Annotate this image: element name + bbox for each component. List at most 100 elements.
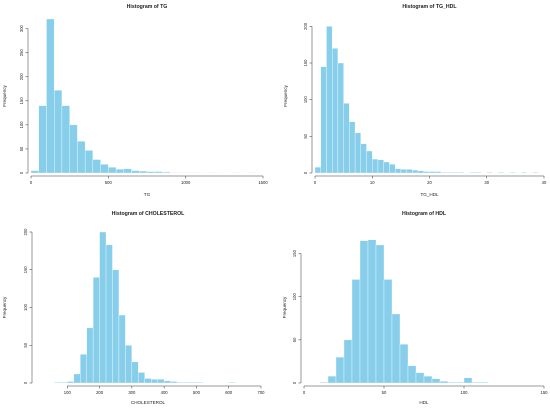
histogram-bar xyxy=(367,151,373,173)
histogram-bar xyxy=(124,169,132,173)
histogram-bar xyxy=(39,106,47,173)
y-tick-label: 150 xyxy=(303,59,308,67)
y-tick-label: 100 xyxy=(23,303,28,311)
histogram-bar xyxy=(151,379,157,383)
y-axis-label: Frequency xyxy=(2,84,7,106)
x-tick-label: 40 xyxy=(542,180,547,185)
y-tick-label: 150 xyxy=(23,266,28,274)
histogram-bar xyxy=(440,381,448,383)
histogram-bar xyxy=(147,172,155,173)
histogram-bar xyxy=(400,344,408,383)
histogram-bar xyxy=(392,314,400,383)
histogram-bar xyxy=(521,172,527,173)
histogram-bar xyxy=(106,245,112,383)
histogram-bar xyxy=(408,366,416,383)
x-tick-label: 600 xyxy=(225,390,233,395)
histogram-bar xyxy=(349,122,355,173)
histogram-bar xyxy=(321,67,327,173)
y-tick-label: 100 xyxy=(292,293,297,301)
y-tick-label: 0 xyxy=(23,381,28,384)
chart-title: Histogram of CHOLESTEROL xyxy=(112,211,185,217)
x-tick-label: 150 xyxy=(541,390,549,395)
histogram-bar xyxy=(475,172,481,173)
y-tick-label: 0 xyxy=(303,171,308,174)
histogram-bar xyxy=(464,378,472,383)
histogram-bar xyxy=(315,167,321,173)
histogram-bar xyxy=(447,172,453,173)
y-tick-label: 300 xyxy=(19,24,24,32)
histogram-bar xyxy=(487,172,493,173)
x-tick-label: 100 xyxy=(461,390,469,395)
histogram-bar xyxy=(355,133,361,173)
histogram-bar xyxy=(472,382,480,383)
histogram-bar xyxy=(430,172,436,173)
histogram-bar xyxy=(177,382,183,383)
y-tick-label: 50 xyxy=(23,342,28,347)
histogram-bar xyxy=(389,164,395,173)
x-tick-label: 500 xyxy=(193,390,201,395)
histogram-bar xyxy=(412,170,418,173)
x-tick-label: 100 xyxy=(64,390,72,395)
histogram-bar xyxy=(360,241,368,383)
x-axis-label: TG_HDL xyxy=(420,192,439,197)
histogram-bar xyxy=(158,379,164,383)
histogram-bar xyxy=(108,167,116,173)
histogram-bar xyxy=(112,270,118,383)
histogram-bar xyxy=(344,340,352,383)
histogram-bar xyxy=(132,171,140,173)
y-tick-label: 50 xyxy=(19,146,24,151)
histogram-bar xyxy=(93,277,99,383)
x-axis-label: TG xyxy=(144,192,151,197)
histogram-bar xyxy=(326,26,332,173)
histogram-bar xyxy=(432,379,440,383)
histogram-bar xyxy=(378,160,384,173)
histogram-bar xyxy=(498,172,504,173)
histogram-bar xyxy=(100,232,106,383)
chart-title: Histogram of HDL xyxy=(402,211,447,217)
histogram-bar xyxy=(510,172,516,173)
y-tick-label: 200 xyxy=(303,22,308,30)
histogram-bar xyxy=(93,160,101,173)
chart-title: Histogram of TG_HDL xyxy=(402,4,457,10)
x-tick-label: 0 xyxy=(30,180,33,185)
x-tick-label: 0 xyxy=(314,180,317,185)
y-tick-label: 100 xyxy=(303,96,308,104)
x-tick-label: 700 xyxy=(258,390,266,395)
histogram-bar xyxy=(452,172,458,173)
histogram-bar xyxy=(372,159,378,173)
histogram-bar xyxy=(533,172,539,173)
y-tick-label: 100 xyxy=(19,121,24,129)
histogram-bar xyxy=(480,382,488,383)
x-tick-label: 10 xyxy=(370,180,375,185)
histogram-bar xyxy=(145,378,151,383)
y-tick-label: 200 xyxy=(19,73,24,81)
histogram-bar xyxy=(441,172,447,173)
histogram-bar xyxy=(424,172,430,173)
histogram-bar xyxy=(338,63,344,173)
histogram-bar xyxy=(401,169,407,173)
histogram-bar xyxy=(54,90,62,173)
histogram-bar xyxy=(116,169,124,173)
histogram-bar xyxy=(62,106,70,173)
histogram-bar xyxy=(77,141,85,173)
histogram-bar xyxy=(164,381,170,383)
y-tick-label: 0 xyxy=(19,171,24,174)
y-axis-label: Frequency xyxy=(282,296,287,318)
histogram-bar xyxy=(87,328,93,383)
histogram-bar xyxy=(320,382,328,383)
histogram-bar xyxy=(336,357,344,383)
histogram-bar xyxy=(344,103,350,173)
histogram-bar xyxy=(456,382,464,383)
y-tick-label: 150 xyxy=(292,249,297,257)
histogram-bar xyxy=(139,171,147,173)
histogram-bar xyxy=(196,382,202,383)
